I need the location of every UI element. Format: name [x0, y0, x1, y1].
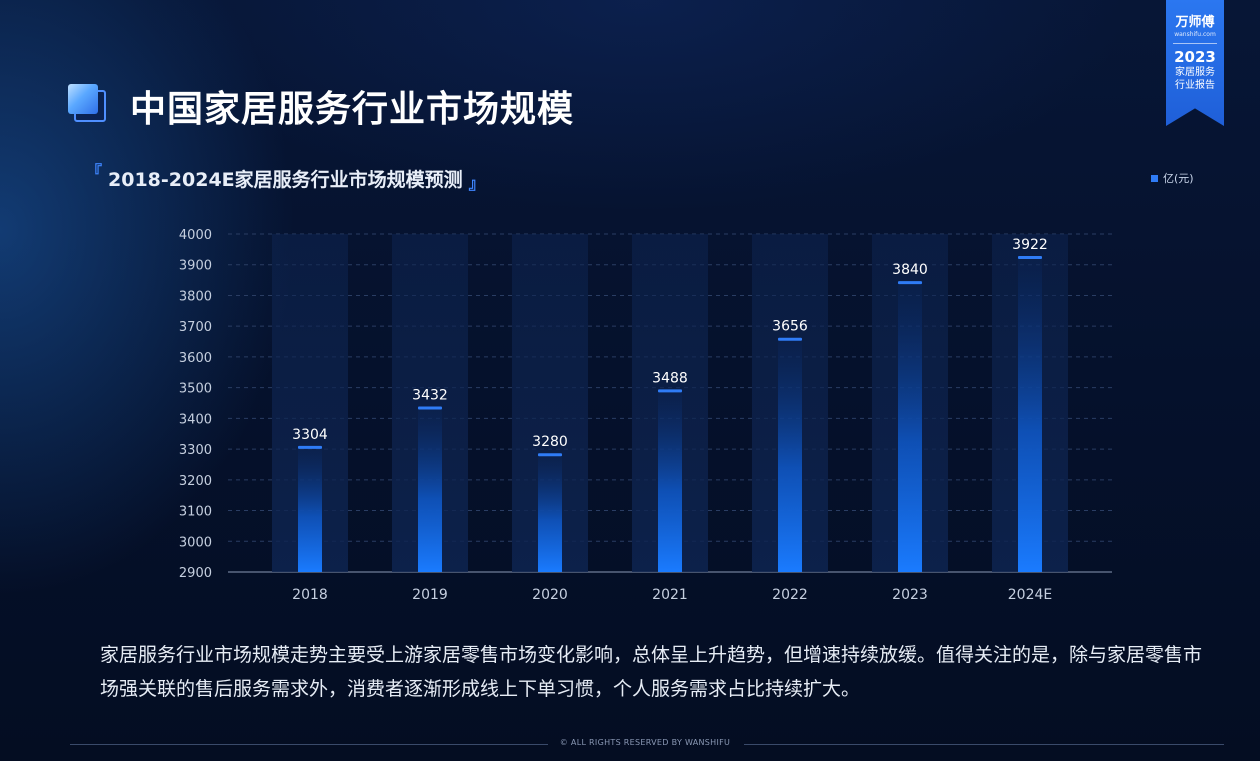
- x-tick-label: 2020: [532, 587, 568, 603]
- bar: [1018, 257, 1042, 572]
- footer-copyright: © ALL RIGHTS RESERVED BY WANSHIFU: [559, 738, 731, 747]
- bar-cap: [898, 281, 922, 285]
- footer-line-left: [70, 744, 548, 745]
- chart-title-bracket-close: 』: [468, 174, 485, 193]
- badge-subtitle-line1: 家居服务: [1175, 67, 1215, 78]
- y-tick-label: 3300: [179, 443, 212, 458]
- chart-title-bracket-open: 『: [86, 162, 103, 181]
- x-tick-label: 2024E: [1008, 587, 1052, 603]
- bar-value-label: 3922: [1012, 237, 1048, 253]
- badge-year: 2023: [1174, 48, 1216, 66]
- y-tick-label: 3000: [179, 535, 212, 550]
- legend-label: 亿(元): [1163, 172, 1194, 185]
- title-icon: [68, 84, 108, 124]
- badge-subtitle-line2: 行业报告: [1175, 80, 1215, 91]
- legend-swatch: [1151, 174, 1158, 182]
- y-tick-label: 4000: [179, 228, 212, 243]
- x-tick-label: 2019: [412, 587, 448, 603]
- bar: [898, 283, 922, 572]
- x-tick-label: 2022: [772, 587, 808, 603]
- bar: [778, 339, 802, 572]
- bar: [298, 447, 322, 572]
- y-tick-label: 3900: [179, 259, 212, 274]
- chart-title-block: 『 2018-2024E家居服务行业市场规模预测 』: [86, 164, 485, 192]
- bar-cap: [778, 337, 802, 341]
- chart-legend: 亿(元): [1151, 170, 1194, 186]
- title-icon-front-square: [68, 84, 98, 114]
- y-tick-label: 3400: [179, 412, 212, 427]
- bar-cap: [658, 389, 682, 393]
- chart-description: 家居服务行业市场规模走势主要受上游家居零售市场变化影响，总体呈上升趋势，但增速持…: [100, 644, 1203, 700]
- x-tick-label: 2021: [652, 587, 688, 603]
- bar-cap: [418, 406, 442, 410]
- bar: [538, 455, 562, 572]
- bar-value-label: 3304: [292, 427, 328, 443]
- y-tick-label: 3600: [179, 351, 212, 366]
- x-tick-label: 2018: [292, 587, 328, 603]
- bar-cap: [1018, 255, 1042, 259]
- y-tick-label: 3100: [179, 505, 212, 520]
- bar: [418, 408, 442, 572]
- badge-domain: wanshifu.com: [1174, 31, 1216, 38]
- y-tick-label: 3200: [179, 474, 212, 489]
- y-tick-label: 3700: [179, 320, 212, 335]
- bar-cap: [298, 445, 322, 449]
- footer-line-right: [744, 744, 1224, 745]
- page-title: 中国家居服务行业市场规模: [130, 89, 575, 130]
- y-tick-label: 3500: [179, 382, 212, 397]
- bar-value-label: 3840: [892, 262, 928, 278]
- bar-value-label: 3656: [772, 319, 808, 335]
- bar-value-label: 3280: [532, 434, 568, 450]
- badge-divider: [1173, 43, 1217, 44]
- bar-value-label: 3488: [652, 370, 688, 386]
- bar: [658, 391, 682, 572]
- report-badge: 万师傅 wanshifu.com 2023 家居服务 行业报告: [1166, 0, 1224, 126]
- bar-cap: [538, 453, 562, 457]
- y-tick-label: 3800: [179, 289, 212, 304]
- bar-value-label: 3432: [412, 388, 448, 404]
- badge-brand: 万师傅: [1175, 15, 1215, 30]
- chart-title: 2018-2024E家居服务行业市场规模预测: [108, 168, 463, 191]
- x-tick-label: 2023: [892, 587, 928, 603]
- y-tick-label: 2900: [179, 566, 212, 581]
